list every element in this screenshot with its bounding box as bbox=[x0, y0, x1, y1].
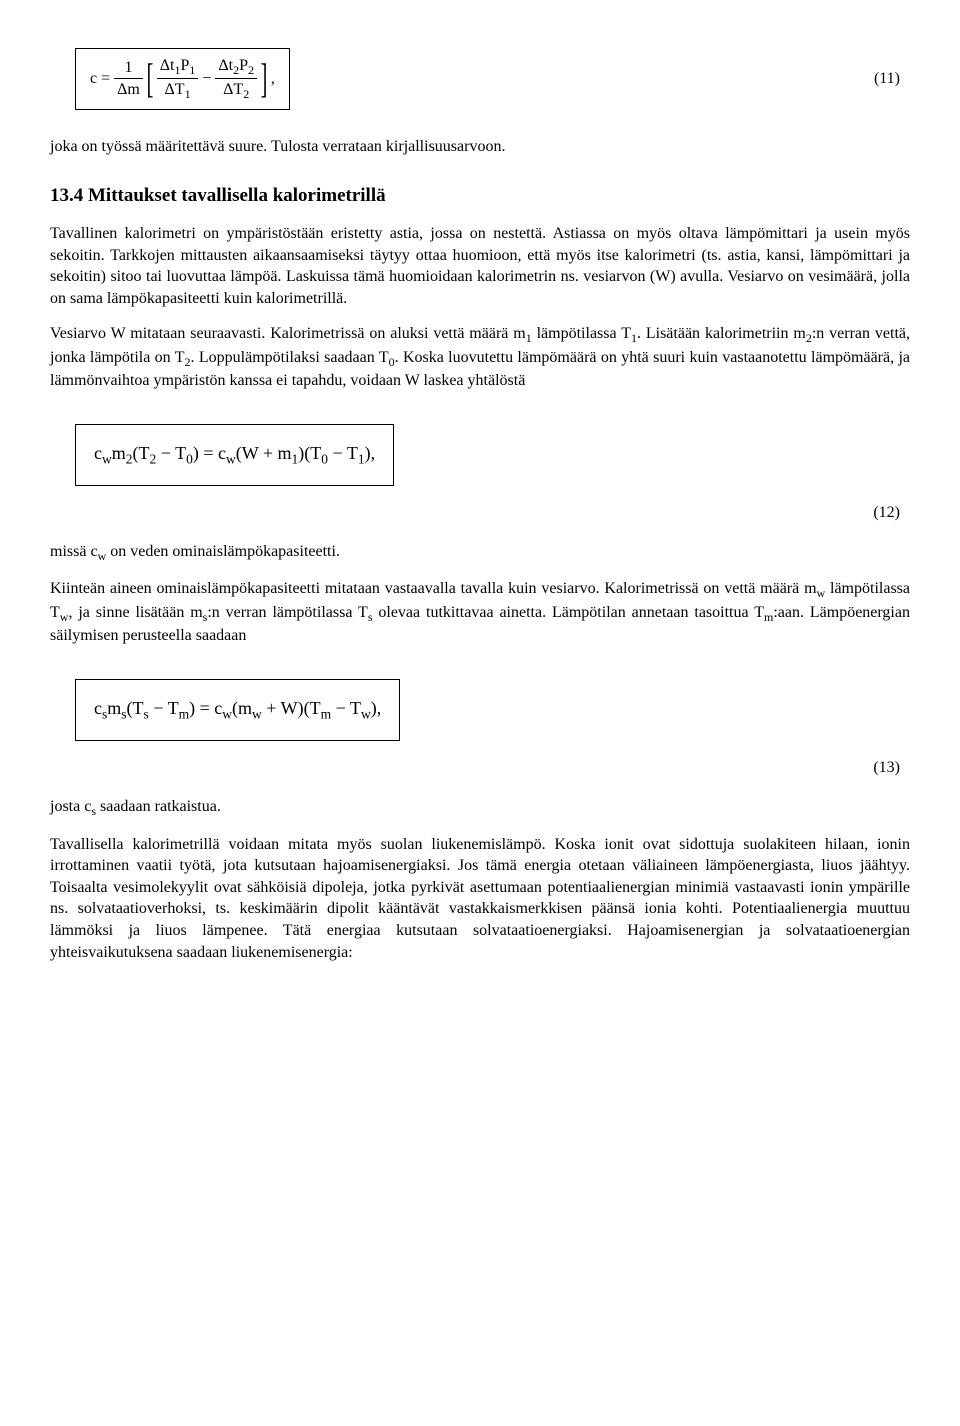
equation-12-num-row: (12) bbox=[50, 502, 910, 524]
equation-13-num-row: (13) bbox=[50, 757, 910, 779]
paragraph-after-eq11: joka on työssä määritettävä suure. Tulos… bbox=[50, 136, 910, 158]
equation-12-row: cwm2(T2 − T0) = cw(W + m1)(T0 − T1), bbox=[50, 416, 910, 494]
equation-11-number: (11) bbox=[874, 68, 910, 90]
equation-13-formula: csms(Ts − Tm) = cw(mw + W)(Tm − Tw), bbox=[94, 698, 381, 718]
paragraph-1: Tavallinen kalorimetri on ympäristöstään… bbox=[50, 223, 910, 309]
equation-13-row: csms(Ts − Tm) = cw(mw + W)(Tm − Tw), bbox=[50, 671, 910, 749]
paragraph-after-eq12: missä cw on veden ominaislämpökapasiteet… bbox=[50, 541, 910, 564]
equation-11-row: c = 1Δm[Δt1P1ΔT1 − Δt2P2ΔT2], (11) bbox=[50, 40, 910, 118]
paragraph-after-eq13: josta cs saadaan ratkaistua. bbox=[50, 796, 910, 819]
equation-12-formula: cwm2(T2 − T0) = cw(W + m1)(T0 − T1), bbox=[94, 443, 375, 463]
equation-13-number: (13) bbox=[873, 757, 910, 779]
equation-13-box: csms(Ts − Tm) = cw(mw + W)(Tm − Tw), bbox=[75, 679, 400, 741]
equation-11-box: c = 1Δm[Δt1P1ΔT1 − Δt2P2ΔT2], bbox=[75, 48, 290, 110]
paragraph-4: Tavallisella kalorimetrillä voidaan mita… bbox=[50, 834, 910, 964]
equation-11-formula: c = 1Δm[Δt1P1ΔT1 − Δt2P2ΔT2], bbox=[90, 70, 275, 87]
paragraph-2: Vesiarvo W mitataan seuraavasti. Kalorim… bbox=[50, 323, 910, 391]
paragraph-3: Kiinteän aineen ominaislämpökapasiteetti… bbox=[50, 578, 910, 646]
section-heading: 13.4 Mittaukset tavallisella kalorimetri… bbox=[50, 183, 910, 209]
equation-12-number: (12) bbox=[873, 502, 910, 524]
equation-12-box: cwm2(T2 − T0) = cw(W + m1)(T0 − T1), bbox=[75, 424, 394, 486]
